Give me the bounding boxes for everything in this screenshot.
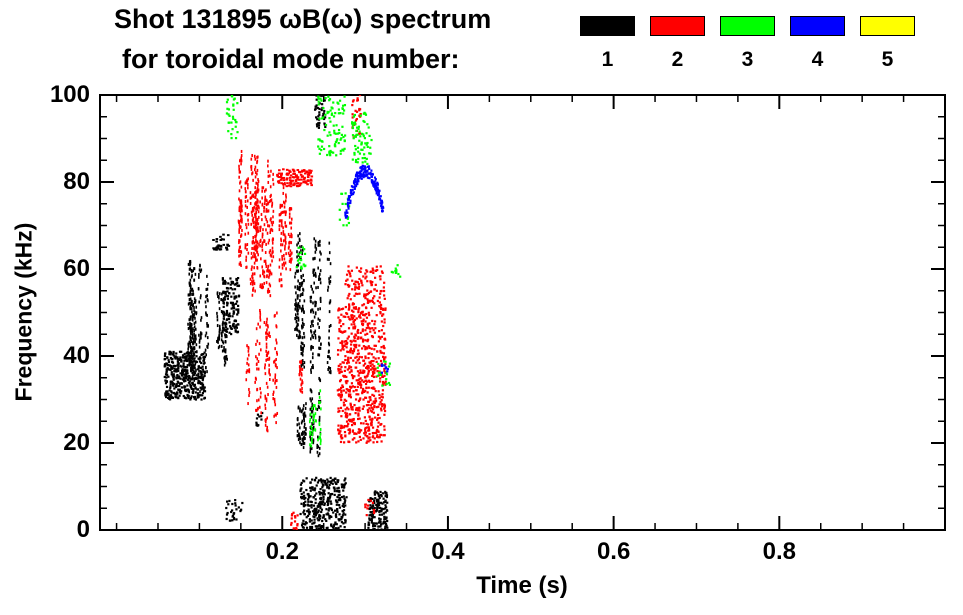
chart-title: Shot 131895 ωB(ω) spectrum bbox=[114, 4, 492, 34]
x-axis-title: Time (s) bbox=[476, 572, 568, 599]
x-tick-label: 0.8 bbox=[762, 538, 796, 565]
legend-item-4: 4 bbox=[790, 16, 845, 71]
y-tick-label: 0 bbox=[76, 516, 90, 543]
chart-subtitle: for toroidal mode number: bbox=[122, 44, 460, 74]
legend-swatch-4 bbox=[790, 16, 845, 36]
y-tick-label: 100 bbox=[49, 81, 90, 108]
legend-label: 4 bbox=[811, 48, 824, 71]
x-tick-label: 0.4 bbox=[431, 538, 465, 565]
legend-swatch-3 bbox=[720, 16, 775, 36]
y-tick-label: 60 bbox=[63, 255, 90, 282]
x-tick-label: 0.6 bbox=[596, 538, 631, 565]
legend-swatch-5 bbox=[860, 16, 915, 36]
y-tick-label: 20 bbox=[63, 429, 90, 456]
legend: 1 2 3 4 5 bbox=[580, 16, 915, 71]
legend-label: 3 bbox=[741, 48, 754, 71]
legend-item-2: 2 bbox=[650, 16, 705, 71]
y-tick-label: 40 bbox=[63, 342, 90, 369]
legend-label: 2 bbox=[671, 48, 684, 71]
legend-swatch-1 bbox=[580, 16, 635, 36]
legend-item-5: 5 bbox=[860, 16, 915, 71]
legend-label: 5 bbox=[881, 48, 894, 71]
legend-item-3: 3 bbox=[720, 16, 775, 71]
x-tick-label: 0.2 bbox=[265, 538, 299, 565]
legend-swatch-2 bbox=[650, 16, 705, 36]
y-tick-label: 80 bbox=[63, 168, 90, 195]
y-axis-title: Frequency (kHz) bbox=[10, 222, 37, 402]
legend-item-1: 1 bbox=[580, 16, 635, 71]
legend-label: 1 bbox=[601, 48, 614, 71]
